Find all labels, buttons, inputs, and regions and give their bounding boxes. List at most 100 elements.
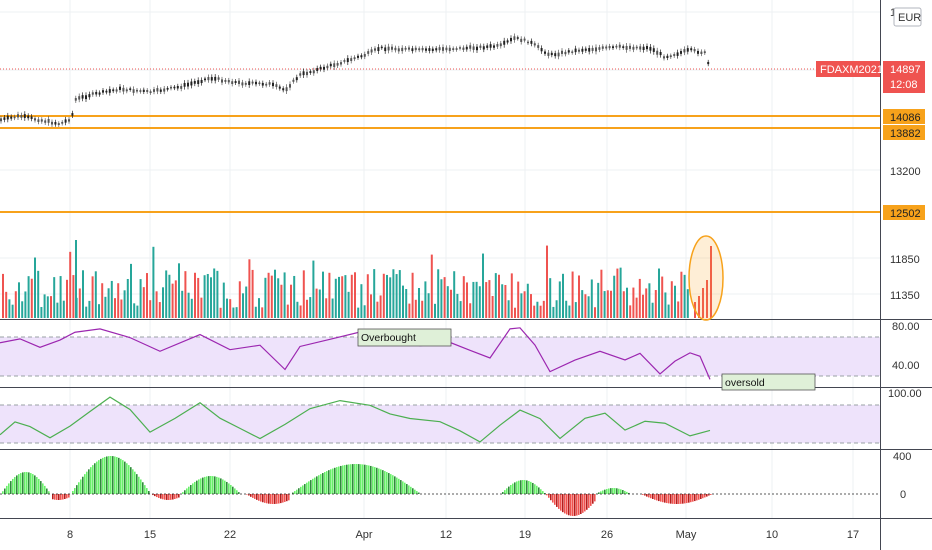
time-axis[interactable]: 8 15 22 Apr 12 19 26 May 10 17 (67, 529, 859, 541)
histogram-bar (322, 473, 324, 494)
currency-button[interactable] (893, 7, 922, 27)
symbol-tag[interactable]: FDAXM2021 (816, 61, 883, 77)
price-candle (68, 119, 70, 122)
histogram-bar (528, 481, 530, 494)
histogram-bar (138, 476, 140, 494)
grid (0, 0, 880, 518)
histogram-bar (666, 494, 668, 504)
price-candle (571, 51, 574, 53)
price-candle (561, 50, 563, 54)
histogram-bar (56, 494, 58, 500)
histogram-bar (682, 494, 684, 504)
time-label-apr: Apr (355, 529, 372, 541)
histogram-bar (74, 488, 76, 494)
histogram-bar (374, 467, 376, 494)
price-axis[interactable]: 14800 EUR 13200 11850 11350 (890, 7, 922, 302)
last-price-tag[interactable]: 14897 12:08 (883, 61, 925, 93)
price-candle (47, 118, 50, 123)
volume-bar (584, 294, 587, 318)
volume-bar (434, 303, 436, 318)
histogram-bar (334, 467, 336, 494)
volume-bar (504, 284, 507, 318)
histogram-bar (48, 491, 50, 494)
level-tag-13882[interactable]: 13882 (883, 125, 925, 140)
volume-bar (136, 305, 139, 318)
histogram-bar (504, 490, 506, 494)
price-candle (435, 48, 438, 51)
histogram-bar (402, 481, 404, 494)
histogram-bar (588, 494, 590, 508)
price-candle (578, 49, 580, 52)
histogram-bar (354, 464, 356, 494)
histogram-bar (168, 494, 170, 500)
histogram-bar (600, 491, 602, 494)
volume-bar (683, 274, 686, 318)
histogram-bar (592, 494, 594, 504)
price-candle (105, 90, 108, 93)
price-candle (221, 79, 223, 83)
price-candle (418, 48, 421, 51)
histogram-bar (176, 494, 178, 499)
histogram-bar (572, 494, 574, 516)
hist-label-400: 400 (893, 451, 911, 463)
volume-bar (312, 260, 315, 318)
overbought-note[interactable]: Overbought (357, 328, 452, 347)
histogram-bar (610, 488, 612, 494)
volume-bar (200, 297, 203, 318)
volume-bar (30, 278, 33, 318)
histogram-bar (232, 486, 234, 494)
histogram-bar (252, 494, 254, 498)
histogram-bar (4, 488, 6, 494)
volume-bar (104, 296, 107, 318)
price-candle (622, 46, 625, 48)
price-candle (115, 89, 118, 92)
price-candle (119, 86, 121, 90)
volume-bar (174, 280, 177, 318)
price-candle (533, 43, 536, 46)
histogram-bar (370, 465, 372, 494)
volume-bar (350, 274, 353, 318)
price-candle (588, 48, 591, 52)
histogram-bar (210, 476, 212, 494)
price-candle (367, 51, 370, 54)
price-candle (428, 48, 431, 51)
price-candle (309, 71, 312, 73)
histogram-bar (282, 494, 284, 503)
histogram-bar (376, 467, 378, 494)
price-candle (91, 92, 94, 95)
countdown-label: 12:08 (890, 79, 918, 91)
level-tag-12502[interactable]: 12502 (883, 205, 925, 220)
price-candle (601, 46, 604, 49)
histogram-bar (518, 480, 520, 494)
histogram-bar (84, 474, 86, 494)
price-candle (142, 89, 145, 92)
histogram-bar (508, 486, 510, 494)
volume-bar (110, 280, 113, 318)
price-candle (299, 73, 302, 76)
stoch-label-100: 100.00 (888, 388, 922, 400)
volume-bar (514, 307, 516, 318)
price-candle (462, 47, 465, 50)
histogram-bar (652, 494, 654, 499)
price-candle (346, 58, 349, 63)
oversold-note[interactable]: oversold (721, 373, 816, 391)
price-candle (34, 118, 36, 121)
volume-bar (574, 302, 577, 318)
histogram-bar (526, 480, 528, 494)
histogram-bar (170, 494, 172, 500)
price-candle (275, 84, 278, 88)
price-candle (673, 54, 676, 56)
support-lines[interactable] (0, 115, 880, 213)
volume-bar (354, 272, 356, 318)
histogram-bar (144, 485, 146, 494)
histogram-bar (112, 456, 114, 494)
histogram-bar (98, 460, 100, 494)
volume-bar (216, 270, 219, 318)
volume-bar (565, 300, 568, 318)
volume-spike-highlight[interactable] (688, 235, 724, 321)
histogram-bar (642, 494, 644, 495)
volume-bar (341, 276, 344, 318)
price-candle (146, 90, 149, 92)
level-tag-14086[interactable]: 14086 (883, 109, 925, 124)
